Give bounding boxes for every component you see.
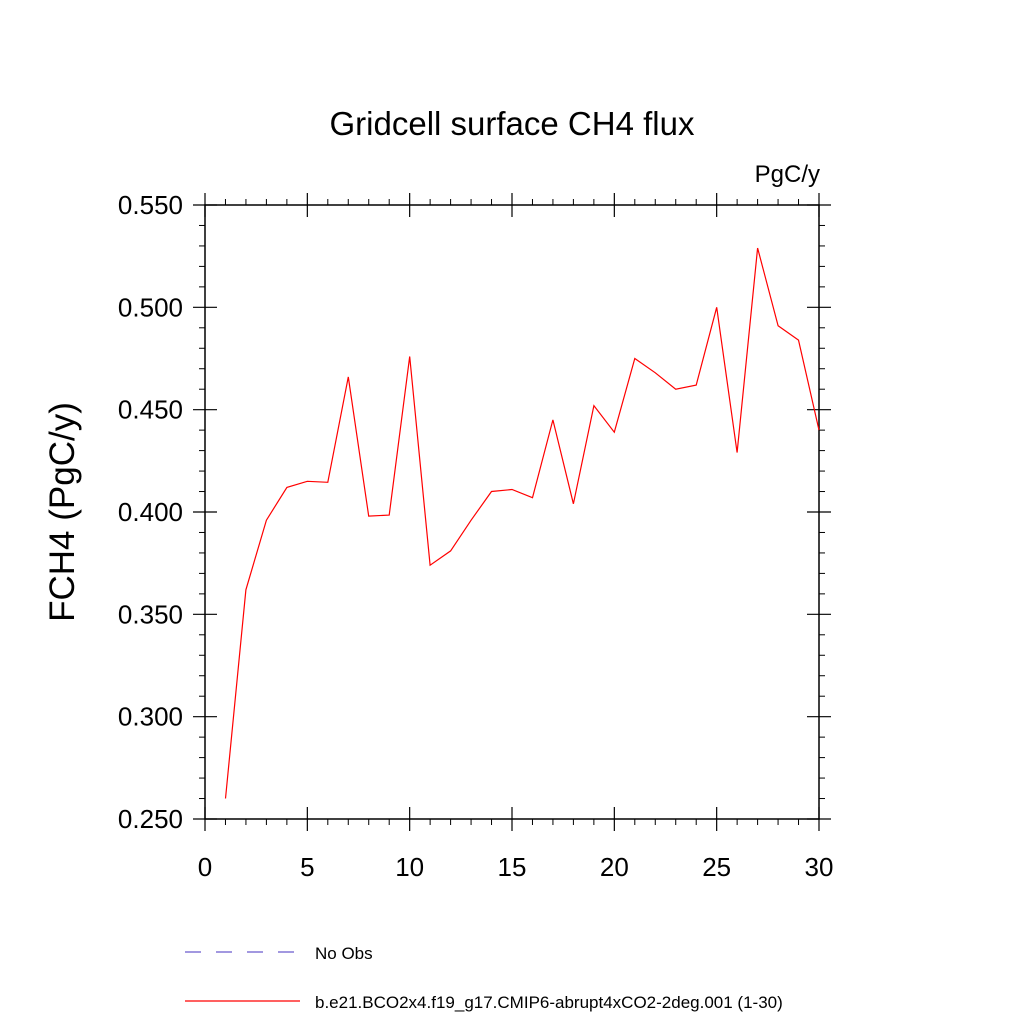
x-tick-label: 20 [600, 852, 629, 882]
axis-ticks: 0 5 10 15 20 25 30 0.250 0.300 0.350 0.400 0.450 0.5… [118, 190, 834, 882]
y-tick-label: 0.450 [118, 395, 183, 425]
plot-frame [204, 204, 820, 820]
y-axis-label: FCH4 (PgC/y) [43, 402, 82, 622]
series-layer [224, 247, 820, 799]
chart-title: Gridcell surface CH4 flux [330, 105, 695, 142]
x-tick-label: 10 [395, 852, 424, 882]
units-label: PgC/y [755, 161, 820, 188]
legend-label: b.e21.BCO2x4.f19_g17.CMIP6-abrupt4xCO2-2… [315, 993, 783, 1012]
series-line [224, 247, 820, 799]
y-tick-label: 0.500 [118, 292, 183, 322]
y-tick-label: 0.400 [118, 497, 183, 527]
legend-label: No Obs [315, 944, 373, 963]
x-tick-label: 0 [198, 852, 212, 882]
y-tick-label: 0.350 [118, 599, 183, 629]
x-tick-label: 15 [498, 852, 527, 882]
x-tick-label: 5 [300, 852, 314, 882]
x-tick-label: 30 [805, 852, 834, 882]
y-tick-label: 0.550 [118, 190, 183, 220]
y-tick-label: 0.250 [118, 804, 183, 834]
legend: No Obs b.e21.BCO2x4.f19_g17.CMIP6-abrupt4… [185, 944, 783, 1012]
y-tick-label: 0.300 [118, 702, 183, 732]
plot-area [204, 204, 820, 820]
x-tick-label: 25 [702, 852, 731, 882]
